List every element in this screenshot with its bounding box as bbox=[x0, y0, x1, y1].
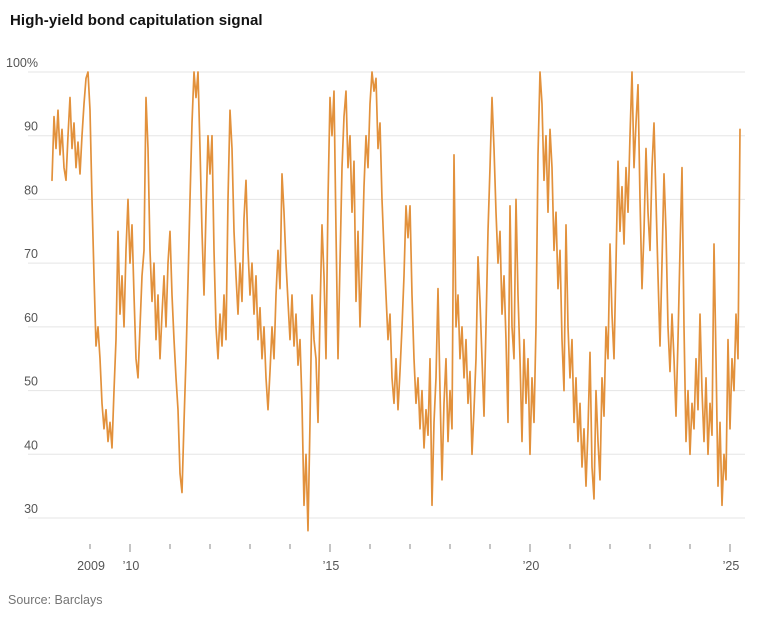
y-tick-label: 30 bbox=[24, 502, 38, 516]
x-tick-label: ’10 bbox=[123, 559, 140, 573]
y-tick-label: 70 bbox=[24, 247, 38, 261]
page-title: High-yield bond capitulation signal bbox=[10, 12, 263, 29]
y-tick-label: 50 bbox=[24, 375, 38, 389]
signal-line-series bbox=[51, 71, 741, 532]
y-tick-label: 90 bbox=[24, 120, 38, 134]
y-tick-label: 100% bbox=[6, 56, 38, 70]
y-tick-label: 60 bbox=[24, 311, 38, 325]
x-tick-label: 2009 bbox=[77, 559, 105, 573]
x-tick-label: ’25 bbox=[723, 559, 740, 573]
x-tick-label: ’20 bbox=[523, 559, 540, 573]
source-label: Source: Barclays bbox=[8, 593, 103, 607]
y-tick-label: 80 bbox=[24, 183, 38, 197]
y-tick-label: 40 bbox=[24, 438, 38, 452]
x-tick-label: ’15 bbox=[323, 559, 340, 573]
